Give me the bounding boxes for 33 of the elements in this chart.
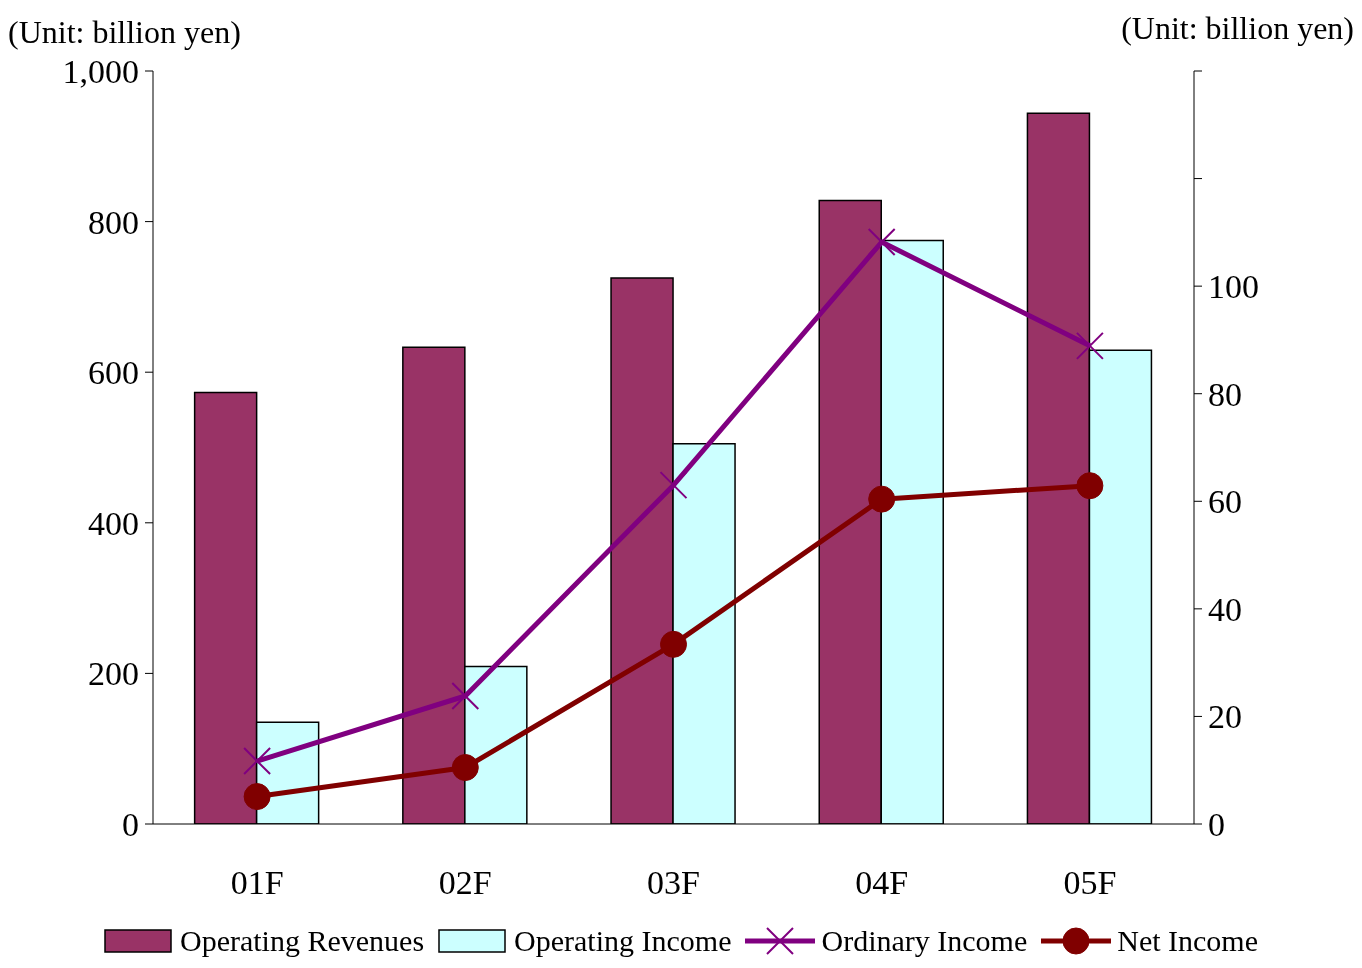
y-tick-label: 200 (88, 655, 139, 693)
point (1076, 472, 1104, 500)
legend-label: Operating Income (514, 924, 732, 958)
legend-label: Ordinary Income (821, 924, 1028, 958)
x-tick-label: 01F (230, 864, 284, 902)
point (243, 747, 272, 776)
point (243, 783, 271, 811)
point (867, 228, 896, 257)
x-tick-label: 05F (1063, 864, 1117, 902)
y-tick-label: 800 (88, 203, 139, 241)
y-tick-label: 1,000 (62, 53, 139, 90)
y2-tick-label: 100 (1208, 268, 1259, 306)
x-tick-label: 04F (855, 864, 909, 902)
point (868, 485, 896, 513)
y2-tick-label: 20 (1208, 698, 1242, 736)
x-tick-label: 02F (438, 864, 492, 902)
y2-tick-label: 0 (1208, 806, 1225, 843)
y-tick-label: 600 (88, 354, 139, 392)
legend-label: Operating Revenues (179, 924, 425, 958)
point (451, 754, 479, 782)
point (1075, 331, 1104, 360)
point (660, 630, 687, 658)
y2-tick-label: 40 (1208, 590, 1242, 628)
y-tick-label: 0 (122, 806, 139, 843)
y2-tick-label: 60 (1208, 483, 1242, 521)
point (451, 681, 480, 710)
y-tick-label: 400 (88, 504, 139, 542)
point (659, 471, 688, 500)
x-tick-label: 03F (647, 864, 700, 902)
y-axis-title: (Unit: billion yen) (8, 14, 241, 51)
y2-tick-label: 80 (1208, 375, 1242, 413)
y2-axis-title: (Unit: billion yen) (1121, 10, 1354, 47)
legend-label: Net Income (1117, 924, 1259, 958)
